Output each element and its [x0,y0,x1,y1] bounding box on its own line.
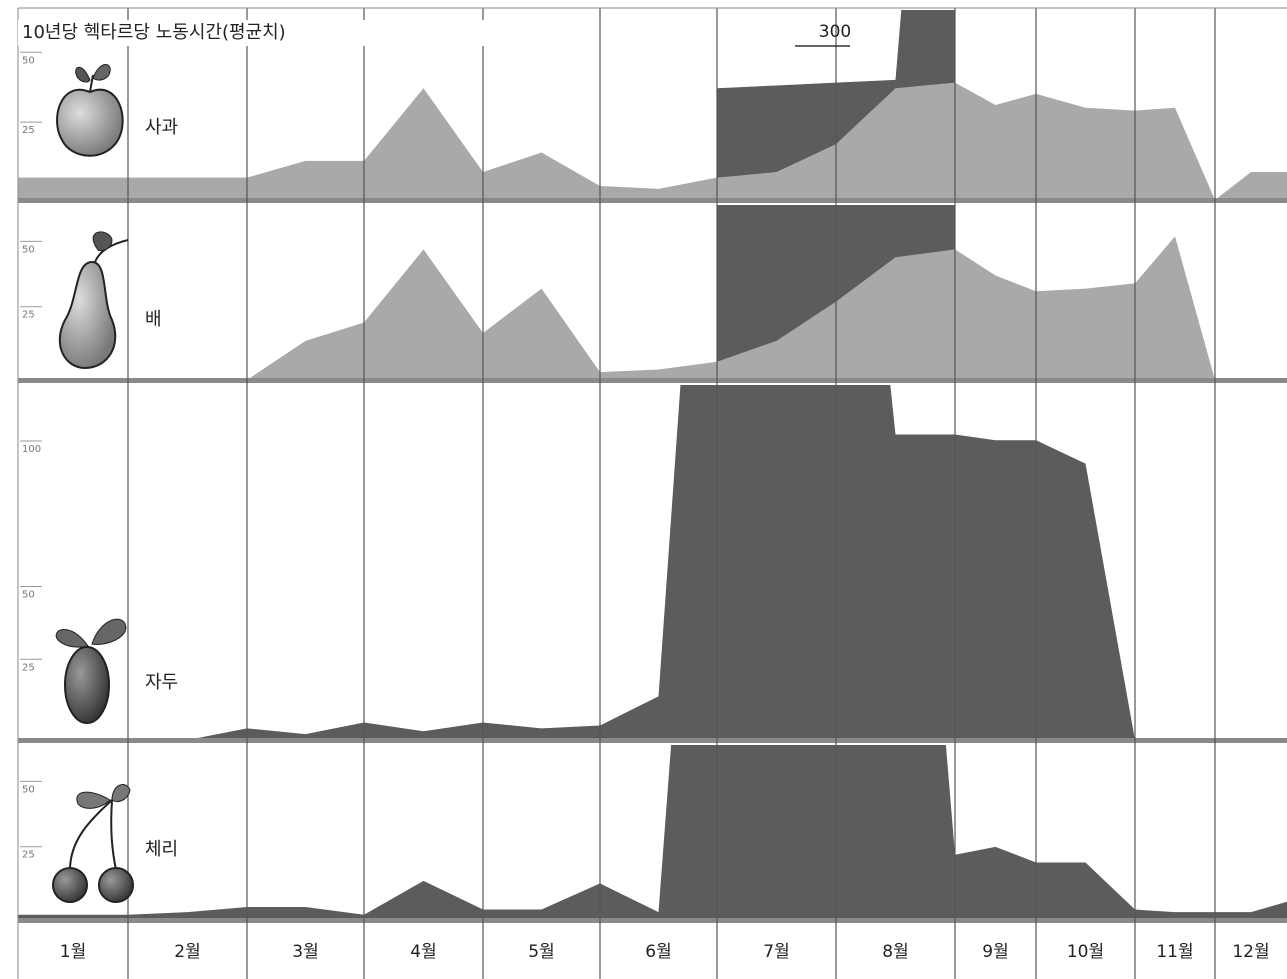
icon-cherry [53,785,133,902]
panel-baseline [18,378,1287,383]
y-tick-label: 50 [22,244,35,255]
x-tick-label: 3월 [292,942,318,962]
x-tick-label: 9월 [982,942,1008,962]
icon-apple [57,64,123,155]
x-tick-label: 10월 [1067,942,1104,962]
x-tick-label: 5월 [528,942,554,962]
panel-baseline [18,918,1287,923]
x-tick-label: 2월 [174,942,200,962]
y-tick-label: 100 [22,444,41,455]
annotation: 300 [819,22,851,42]
panel-baseline [18,738,1287,743]
area [18,83,1287,200]
y-tick-label: 50 [22,55,35,66]
icon-pear [60,232,128,368]
x-tick-label: 7월 [763,942,789,962]
y-tick-label: 25 [22,310,35,321]
x-tick-label: 12월 [1232,942,1269,962]
y-tick-label: 25 [22,125,35,136]
x-tick-label: 1월 [60,942,86,962]
y-tick-label: 50 [22,590,35,601]
panel-label: 자두 [145,672,178,693]
x-tick-label: 8월 [882,942,908,962]
y-tick-label: 50 [22,784,35,795]
plot-area: 25 50 사과 25 50 배 25 50 100 자두 25 50 체리 1월 2월 3월 4월 5월 6월 7월… [18,0,1287,979]
icon-plum [56,619,126,723]
x-tick-label: 4월 [410,942,436,962]
panel-label: 사과 [145,117,178,138]
panel-label: 배 [145,309,162,330]
chart: 25 50 사과 25 50 배 25 50 100 자두 25 50 체리 1월 2월 3월 4월 5월 6월 7월… [0,0,1287,979]
y-tick-label: 25 [22,662,35,673]
y-tick-label: 25 [22,850,35,861]
area [18,236,1287,380]
panel-label: 체리 [145,839,178,860]
x-tick-label: 6월 [645,942,671,962]
x-tick-label: 11월 [1156,942,1193,962]
panel-baseline [18,198,1287,203]
chart-title: 10년당 헥타르당 노동시간(평균치) [22,22,286,43]
